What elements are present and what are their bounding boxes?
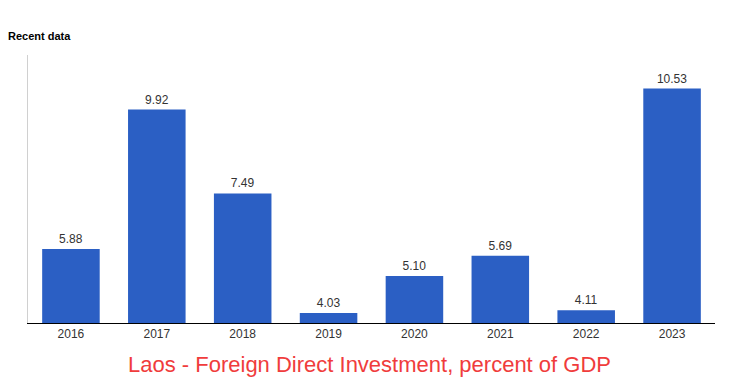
svg-text:4.11: 4.11 [575, 293, 598, 307]
svg-text:2022: 2022 [573, 327, 600, 341]
svg-text:5.10: 5.10 [403, 259, 427, 273]
svg-text:2020: 2020 [401, 327, 428, 341]
svg-text:2018: 2018 [229, 327, 256, 341]
svg-text:7.49: 7.49 [231, 176, 255, 190]
svg-text:5.69: 5.69 [488, 239, 512, 253]
svg-text:10.53: 10.53 [657, 72, 687, 86]
svg-text:5.88: 5.88 [59, 232, 83, 246]
svg-text:Laos - Foreign Direct Investme: Laos - Foreign Direct Investment, percen… [128, 352, 611, 377]
svg-text:4.03: 4.03 [317, 296, 341, 310]
svg-text:9.92: 9.92 [145, 93, 169, 107]
svg-text:Recent data: Recent data [8, 30, 71, 42]
svg-text:2016: 2016 [58, 327, 85, 341]
svg-text:2023: 2023 [659, 327, 686, 341]
svg-text:2021: 2021 [487, 327, 514, 341]
svg-text:2017: 2017 [143, 327, 170, 341]
svg-text:2019: 2019 [315, 327, 342, 341]
